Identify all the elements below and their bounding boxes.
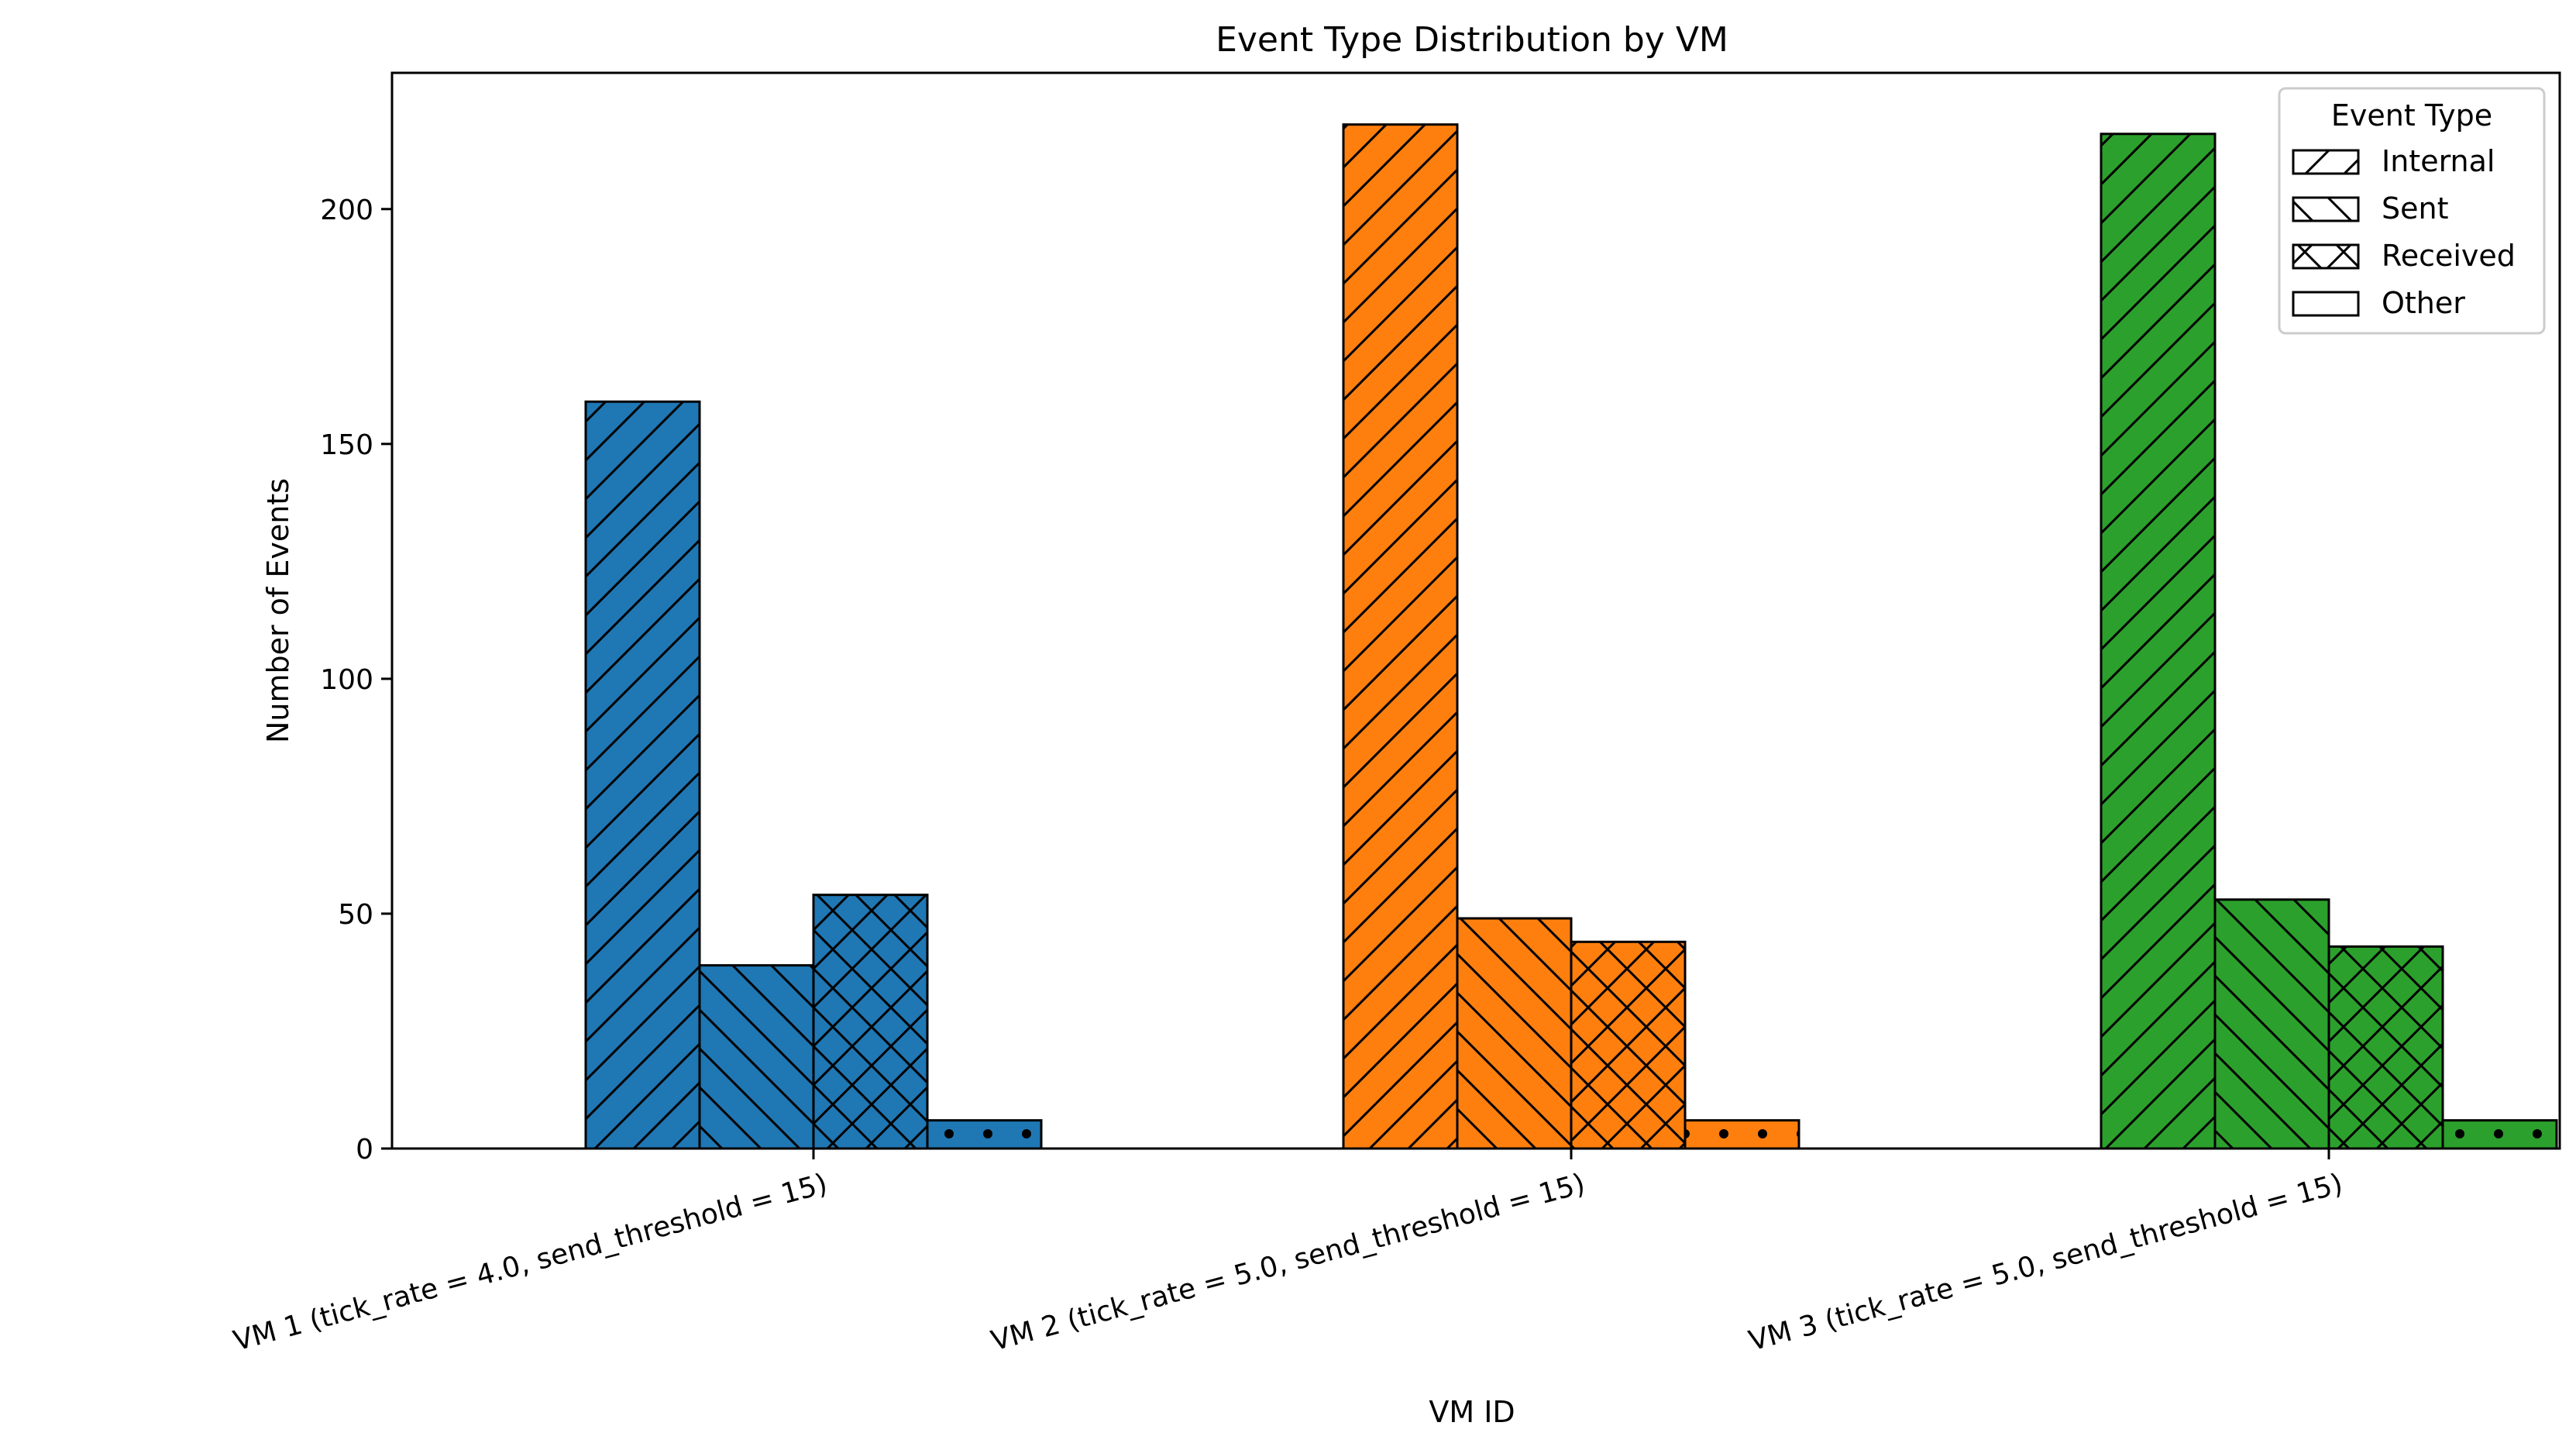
- legend-swatch: [2292, 196, 2360, 222]
- bar-hatch: [1342, 123, 1459, 1150]
- bar-hatch: [1456, 917, 1573, 1150]
- bar-1-other: [926, 1119, 1043, 1150]
- legend-label: Other: [2382, 286, 2465, 320]
- y-tick-label: 150: [320, 429, 373, 461]
- bar-hatch: [698, 964, 815, 1150]
- bars-layer: [584, 123, 2558, 1150]
- legend-item-other: Other: [2292, 286, 2465, 320]
- legend: Event Type Internal Sent Received Other: [2278, 87, 2546, 335]
- bar-1-internal: [584, 400, 701, 1150]
- y-axis-label: Number of Events: [261, 478, 295, 743]
- legend-label: Received: [2382, 239, 2516, 273]
- bar-2-internal: [1342, 123, 1459, 1150]
- bar-1-received: [812, 894, 929, 1150]
- bar-3-received: [2327, 945, 2444, 1150]
- legend-swatch: [2292, 291, 2360, 317]
- y-axis: 0 50 100 150 200: [320, 195, 392, 1166]
- bar-3-other: [2441, 1119, 2558, 1150]
- legend-swatch: [2292, 243, 2360, 270]
- bar-2-other: [1684, 1119, 1800, 1150]
- x-axis: VM 1 (tick_rate = 4.0, send_threshold = …: [230, 1149, 2346, 1358]
- bar-hatch: [2100, 133, 2217, 1150]
- bar-2-received: [1570, 940, 1687, 1150]
- bar-1-sent: [698, 964, 815, 1150]
- legend-items: Internal Sent Received Other: [2292, 144, 2516, 320]
- y-tick-label: 0: [356, 1134, 373, 1166]
- bar-hatch: [812, 894, 929, 1150]
- x-axis-label: VM ID: [1429, 1395, 1515, 1429]
- bar-hatch: [2327, 945, 2444, 1150]
- bar-3-internal: [2100, 133, 2217, 1150]
- chart-title: Event Type Distribution by VM: [1216, 20, 1728, 60]
- bar-2-sent: [1456, 917, 1573, 1150]
- plot-frame: [390, 71, 2561, 1150]
- bar-hatch: [1684, 1119, 1800, 1150]
- x-tick-label: VM 2 (tick_rate = 5.0, send_threshold = …: [988, 1168, 1588, 1357]
- legend-label: Sent: [2382, 191, 2448, 226]
- y-tick-label: 200: [320, 195, 373, 226]
- bar-hatch: [1570, 940, 1687, 1150]
- x-tick-label: VM 3 (tick_rate = 5.0, send_threshold = …: [1745, 1168, 2346, 1357]
- legend-swatch: [2292, 149, 2360, 175]
- legend-label: Internal: [2382, 144, 2495, 178]
- legend-item-sent: Sent: [2292, 191, 2448, 226]
- y-tick-label: 100: [320, 664, 373, 696]
- legend-item-received: Received: [2292, 239, 2516, 273]
- bar-hatch: [2441, 1119, 2558, 1150]
- bar-hatch: [926, 1119, 1043, 1150]
- x-tick-label: VM 1 (tick_rate = 4.0, send_threshold = …: [230, 1168, 831, 1357]
- y-tick-label: 50: [338, 899, 373, 931]
- legend-title: Event Type: [2331, 98, 2492, 133]
- bar-3-sent: [2213, 898, 2330, 1150]
- bar-hatch: [584, 400, 701, 1150]
- legend-item-internal: Internal: [2292, 144, 2495, 178]
- bar-hatch: [2213, 898, 2330, 1150]
